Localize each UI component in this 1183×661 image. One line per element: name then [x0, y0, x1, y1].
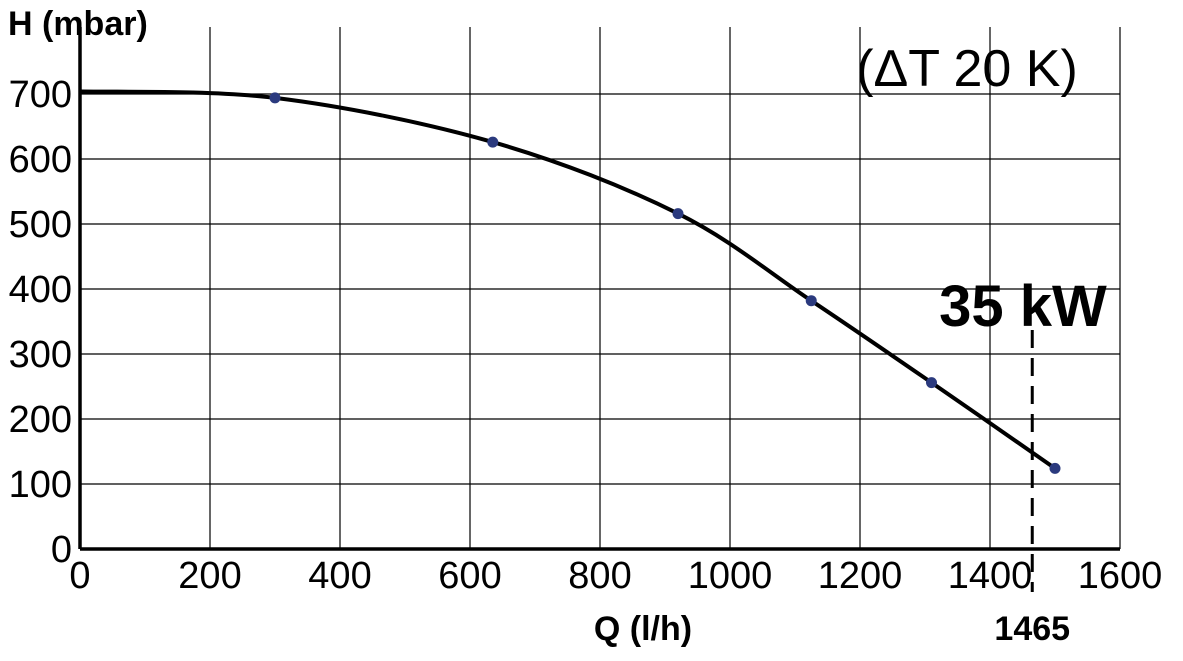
y-tick-label-0: 0 — [51, 529, 72, 571]
performance-curve — [79, 89, 1057, 471]
data-points — [269, 92, 1061, 474]
y-axis-title: H (mbar) — [8, 5, 148, 43]
data-point-1 — [269, 92, 281, 104]
y-tick-label-200: 200 — [9, 399, 72, 441]
x-tick-label-1400: 1400 — [948, 555, 1033, 597]
grid — [80, 27, 1121, 549]
x-tick-label-1600: 1600 — [1078, 555, 1163, 597]
power-annotation: 35 kW — [939, 274, 1107, 339]
y-tick-label-300: 300 — [9, 334, 72, 376]
condition-annotation: (ΔT 20 K) — [856, 40, 1078, 98]
y-tick-label-100: 100 — [9, 464, 72, 506]
x-tick-label-400: 400 — [308, 555, 371, 597]
x-tick-label-1000: 1000 — [688, 555, 773, 597]
x-tick-label-800: 800 — [568, 555, 631, 597]
marker-value-label: 1465 — [994, 610, 1070, 648]
x-tick-label-0: 0 — [69, 555, 90, 597]
tick-labels: 0 200 400 600 800 1000 1200 1400 1600 0 100 200 300 4… — [9, 74, 1163, 597]
y-tick-label-400: 400 — [9, 269, 72, 311]
x-tick-label-600: 600 — [438, 555, 501, 597]
x-tick-label-200: 200 — [178, 555, 241, 597]
y-tick-label-700: 700 — [9, 74, 72, 116]
series-line — [79, 89, 1057, 471]
data-point-6 — [1049, 462, 1061, 474]
axes — [78, 27, 1120, 551]
data-point-4 — [805, 295, 817, 307]
data-point-3 — [672, 208, 684, 220]
y-tick-label-600: 600 — [9, 139, 72, 181]
data-point-5 — [926, 377, 937, 389]
x-tick-label-1200: 1200 — [818, 555, 903, 597]
data-point-2 — [487, 136, 499, 148]
x-axis-title: Q (l/h) — [594, 610, 692, 648]
y-tick-label-500: 500 — [9, 204, 72, 246]
